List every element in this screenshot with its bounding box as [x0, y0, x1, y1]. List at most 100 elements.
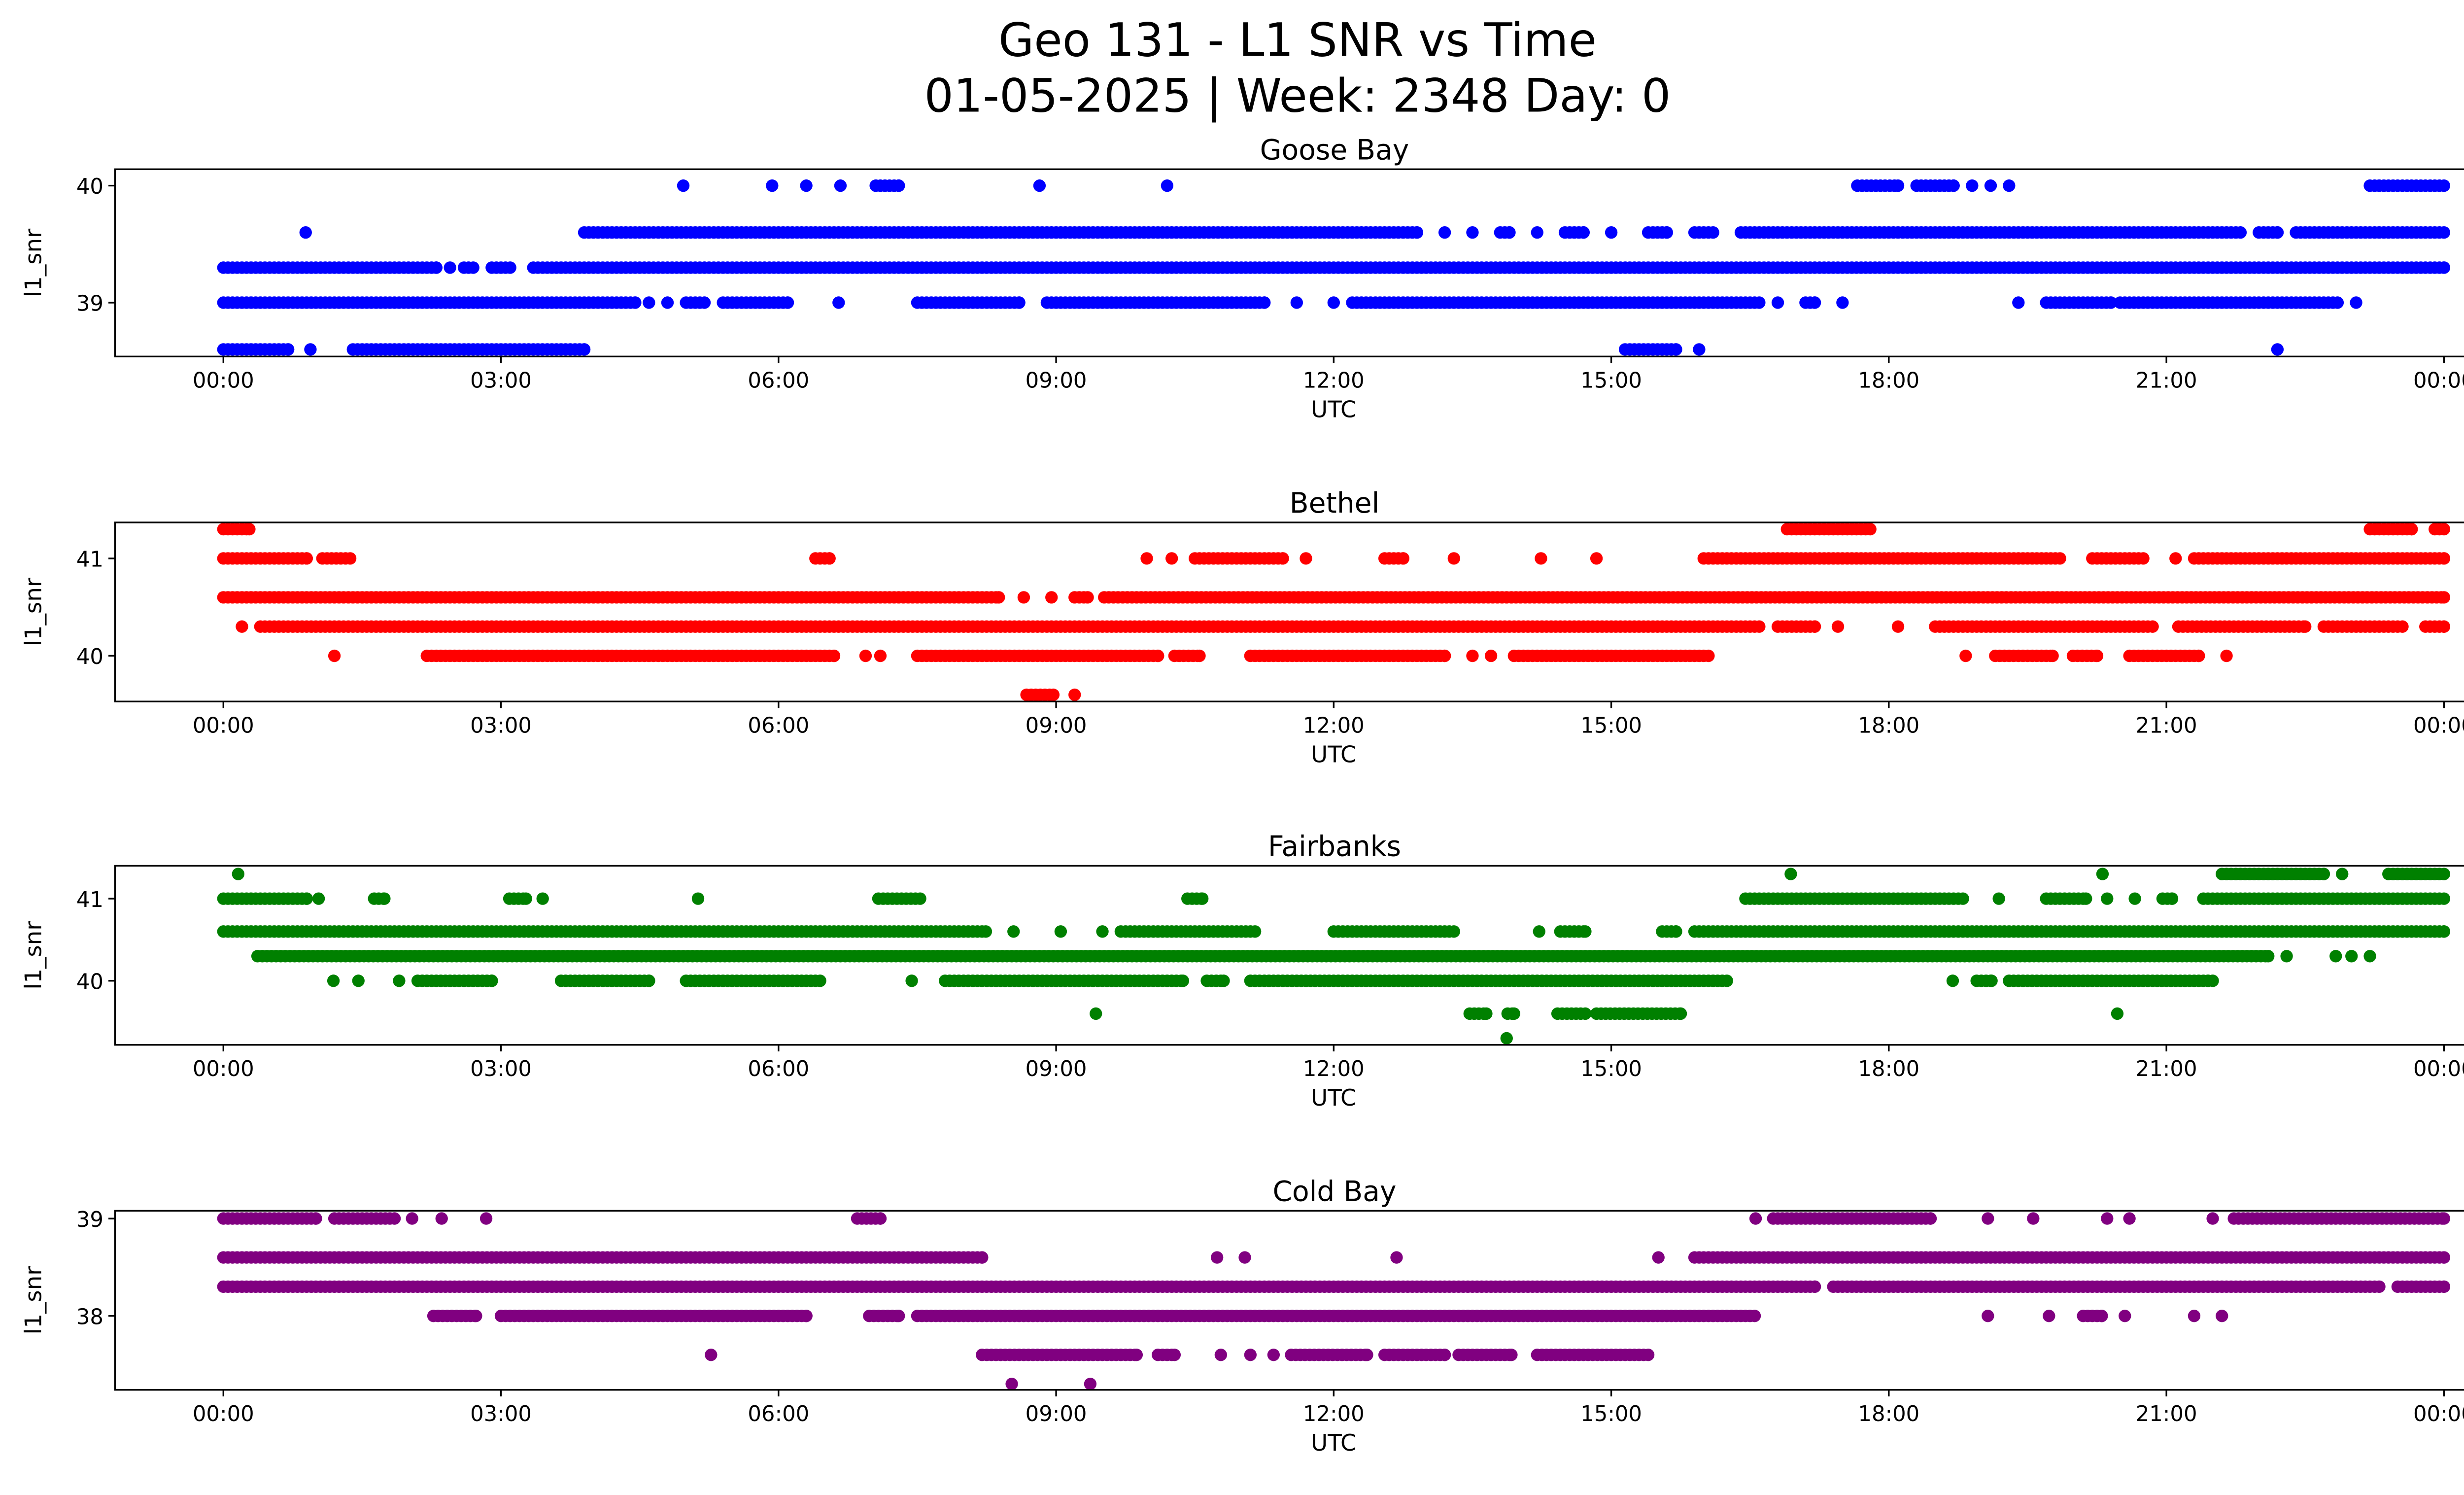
data-point	[327, 974, 340, 987]
data-point	[2437, 522, 2451, 536]
data-point	[832, 296, 845, 309]
data-point	[2437, 620, 2451, 633]
data-point	[914, 892, 926, 905]
data-point	[1390, 1251, 1403, 1264]
data-point	[536, 892, 549, 905]
x-tick-label: 06:00	[748, 369, 809, 393]
data-point	[2280, 950, 2293, 963]
data-point	[1984, 179, 1997, 192]
x-axis-label: UTC	[1311, 397, 1357, 423]
data-point	[2437, 591, 2451, 604]
data-point	[1507, 1007, 1520, 1020]
subplot-title: Fairbanks	[1268, 830, 1401, 863]
data-point	[2012, 296, 2025, 309]
y-tick-label: 41	[76, 888, 103, 912]
data-point	[1891, 620, 1905, 633]
data-point	[629, 296, 642, 309]
data-point	[1531, 226, 1543, 239]
data-point	[393, 974, 406, 987]
x-tick-label: 15:00	[1580, 369, 1642, 393]
data-point	[2437, 261, 2451, 274]
data-point	[2234, 226, 2247, 239]
data-point	[661, 296, 674, 309]
data-point	[1784, 868, 1797, 880]
x-tick-label: 00:00	[2413, 1057, 2464, 1081]
x-tick-label: 06:00	[748, 1057, 809, 1081]
data-point	[1140, 552, 1153, 565]
data-point	[698, 296, 711, 309]
data-point	[2271, 343, 2284, 356]
x-tick-label: 21:00	[2136, 714, 2197, 738]
data-point	[2271, 226, 2284, 239]
data-point	[2046, 649, 2059, 662]
data-point	[312, 892, 325, 905]
data-point	[1707, 226, 1719, 239]
data-point	[976, 1251, 989, 1264]
data-point	[874, 1212, 887, 1225]
data-point	[1535, 552, 1547, 565]
data-point	[1484, 649, 1498, 662]
data-point	[1054, 925, 1067, 938]
data-point	[1466, 226, 1479, 239]
data-point	[2336, 868, 2349, 880]
data-point	[1836, 296, 1849, 309]
data-point	[1238, 1251, 1251, 1264]
data-point	[1047, 688, 1060, 701]
data-point	[2123, 1212, 2136, 1225]
data-point	[781, 296, 794, 309]
data-point	[1808, 620, 1821, 633]
data-point	[1300, 552, 1312, 565]
data-point	[1447, 552, 1460, 565]
data-point	[2437, 868, 2451, 880]
data-point	[1480, 1007, 1493, 1020]
data-point	[1577, 226, 1590, 239]
data-point	[2363, 950, 2376, 963]
y-tick-label: 41	[76, 548, 103, 572]
data-point	[1753, 296, 1766, 309]
data-point	[300, 892, 313, 905]
data-point	[892, 179, 905, 192]
data-point	[1013, 296, 1026, 309]
data-point	[281, 343, 295, 356]
data-point	[343, 552, 357, 565]
data-point	[309, 1212, 322, 1225]
data-point	[2437, 226, 2451, 239]
data-point	[2101, 1212, 2114, 1225]
x-tick-label: 09:00	[1026, 714, 1087, 738]
y-tick-label: 40	[76, 645, 103, 669]
data-point	[1211, 1251, 1224, 1264]
data-point	[328, 649, 341, 662]
axes-frame	[114, 522, 2464, 702]
x-tick-label: 03:00	[470, 369, 532, 393]
data-point	[2437, 552, 2451, 565]
data-point	[304, 343, 317, 356]
data-point	[479, 1212, 493, 1225]
data-point	[1017, 591, 1030, 604]
data-point	[236, 620, 248, 633]
data-point	[2128, 892, 2141, 905]
data-point	[2096, 868, 2109, 880]
x-tick-label: 09:00	[1026, 369, 1087, 393]
x-tick-label: 18:00	[1858, 714, 1919, 738]
data-point	[1660, 226, 1673, 239]
data-point	[2003, 179, 2016, 192]
data-point	[232, 868, 244, 880]
data-point	[2104, 296, 2118, 309]
data-point	[2090, 649, 2104, 662]
data-point	[1590, 552, 1603, 565]
data-point	[814, 974, 826, 987]
data-point	[1165, 552, 1178, 565]
data-point	[1096, 925, 1109, 938]
data-point	[1808, 296, 1821, 309]
data-point	[1217, 974, 1230, 987]
data-point	[2437, 179, 2451, 192]
data-point	[1959, 649, 1972, 662]
data-points	[217, 868, 2451, 1045]
data-point	[1327, 296, 1340, 309]
x-tick-label: 15:00	[1580, 714, 1642, 738]
data-point	[2220, 649, 2233, 662]
data-point	[1831, 620, 1845, 633]
data-point	[643, 296, 655, 309]
x-tick-label: 21:00	[2136, 369, 2197, 393]
